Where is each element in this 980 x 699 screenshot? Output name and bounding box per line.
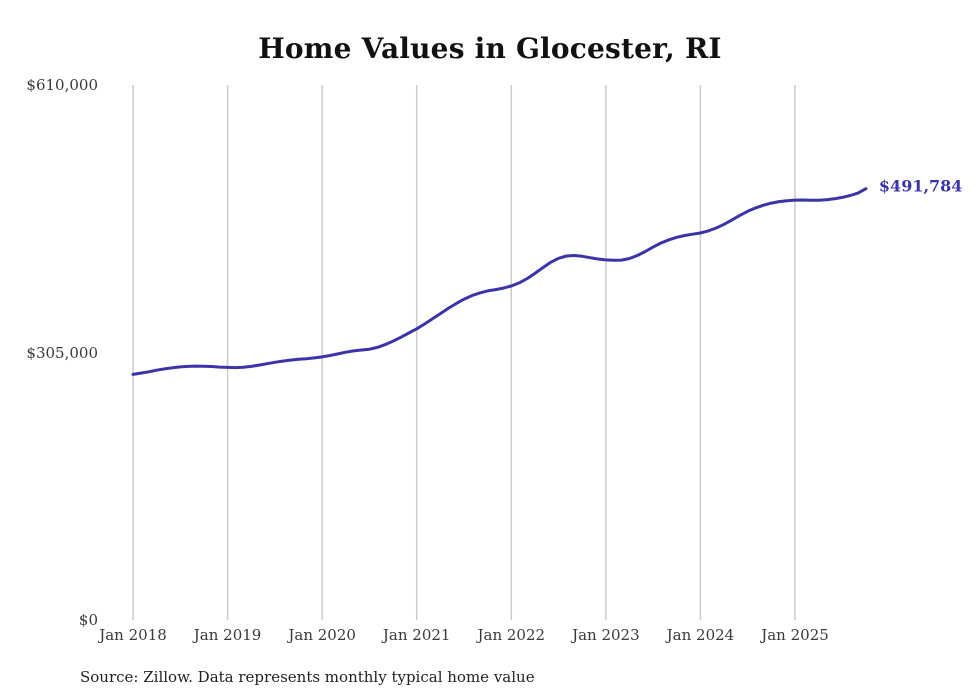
x-axis-label: Jan 2024	[666, 626, 735, 644]
x-axis-label: Jan 2021	[382, 626, 451, 644]
y-axis-label: $305,000	[26, 343, 98, 362]
x-axis-label: Jan 2018	[99, 626, 167, 644]
x-axis-label: Jan 2023	[572, 626, 640, 644]
latest-value-label: $491,784	[878, 176, 963, 196]
y-axis-label: $0	[78, 611, 98, 629]
x-axis-label: Jan 2025	[761, 626, 829, 644]
x-axis-label: Jan 2019	[193, 626, 262, 644]
value-line	[131, 187, 868, 376]
chart-title: Home Values in Glocester, RI	[258, 32, 722, 65]
y-axis-label: $610,000	[26, 76, 98, 94]
x-axis-label: Jan 2020	[288, 626, 356, 644]
x-axis-label: Jan 2022	[477, 626, 546, 644]
source-note: Source: Zillow. Data represents monthly …	[80, 668, 535, 686]
